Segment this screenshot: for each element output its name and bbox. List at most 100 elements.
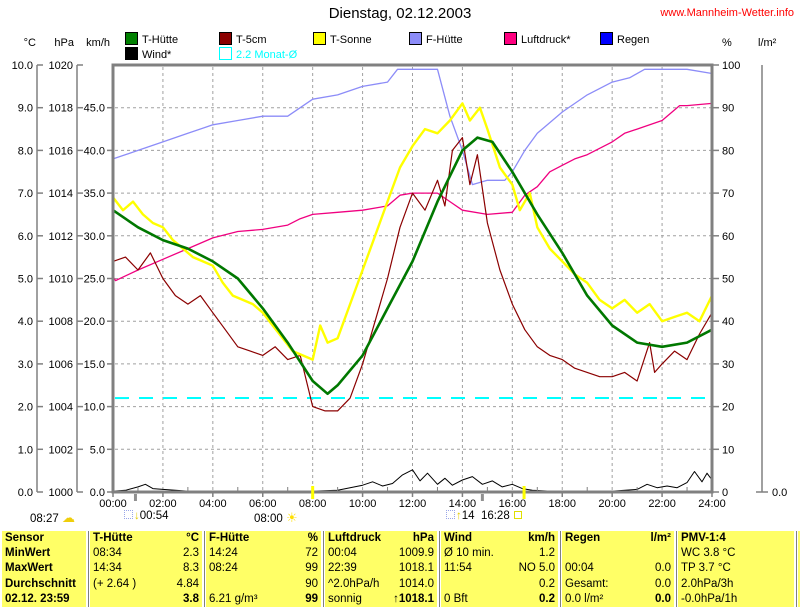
legend-label: Regen	[617, 34, 650, 46]
x-tick-label: 10:00	[349, 498, 377, 510]
x-tick-label: 12:00	[399, 498, 427, 510]
legend-item-luftdruck-: Luftdruck*	[504, 32, 571, 46]
percent-tick-label: 70	[722, 188, 734, 200]
celsius-tick-label: 1.0	[18, 444, 33, 456]
table-row: -0.0hPa/1h	[678, 592, 794, 607]
table-cell: 6.21 g/m³	[209, 592, 258, 605]
table-cell: 4.84	[176, 577, 199, 590]
table-cell: 0.0	[655, 577, 671, 590]
table-cell: 00:04	[565, 562, 594, 575]
legend-swatch-icon	[219, 32, 232, 45]
table-row: PMV-1:4	[678, 531, 794, 546]
hpa-tick-label: 1018	[49, 103, 73, 115]
series-luftdruck	[112, 102, 713, 282]
celsius-tick-label: 9.0	[18, 103, 33, 115]
legend-item-2-2-monat-: 2.2 Monat-Ø	[219, 47, 298, 61]
table-cell: 72	[305, 547, 318, 560]
legend-label: T-5cm	[236, 34, 267, 46]
table-separator	[794, 531, 798, 607]
table-row: Durchschnitt	[2, 577, 86, 592]
celsius-tick-label: 10.0	[12, 60, 33, 72]
celsius-tick-label: 2.0	[18, 402, 33, 414]
table-row: ^2.0hPa/h 1014.0	[325, 577, 437, 592]
table-cell: Wind	[444, 532, 472, 544]
kmh-tick-label: 40.0	[84, 145, 105, 157]
percent-tick-label: 30	[722, 359, 734, 371]
legend-item-t-h-tte: T-Hütte	[125, 32, 178, 46]
table-row: 02.12. 23:59	[2, 592, 86, 607]
table-row: 00:04 0.0	[562, 561, 674, 576]
kmh-tick-label: 5.0	[90, 444, 105, 456]
axis-unit-celsius: °C	[23, 37, 36, 49]
table-row: Wind km/h	[441, 531, 558, 546]
table-separator	[321, 531, 325, 607]
x-tick-label: 16:00	[499, 498, 527, 510]
table-row: TP 3.7 °C	[678, 561, 794, 576]
kmh-tick-label: 25.0	[84, 274, 105, 286]
series-thuette	[111, 136, 714, 396]
hpa-tick-label: 1006	[49, 359, 73, 371]
kmh-tick-label: 15.0	[84, 359, 105, 371]
hpa-tick-label: 1012	[49, 231, 73, 243]
table-row: 11:54 NO 5.0	[441, 561, 558, 576]
table-cell: 3.8	[183, 592, 199, 605]
table-cell: 0.0	[655, 592, 671, 605]
table-row: MaxWert	[2, 561, 86, 576]
legend-swatch-icon	[125, 32, 138, 45]
table-row: Ø 10 min. 1.2	[441, 546, 558, 561]
table-cell: 1014.0	[398, 577, 434, 590]
hpa-tick-label: 1002	[49, 444, 73, 456]
percent-tick-label: 80	[722, 145, 734, 157]
celsius-tick-label: 0.0	[18, 487, 33, 499]
series-t5cm	[112, 137, 713, 412]
table-cell: NO 5.0	[518, 562, 555, 575]
table-cell: 2.0hPa/3h	[681, 577, 734, 590]
generated-time-label: 08:27	[30, 513, 59, 525]
table-cell: Durchschnitt	[5, 577, 76, 590]
axis-unit-percent: %	[722, 37, 732, 49]
table-cell: MinWert	[5, 547, 51, 560]
moon-below-horizon-icon	[124, 510, 133, 519]
table-cell: Gesamt:	[565, 577, 609, 590]
legend-item-t-5cm: T-5cm	[219, 32, 267, 46]
table-cell: 1018.1	[398, 562, 434, 575]
table-cell: hPa	[412, 532, 434, 544]
celsius-tick-label: 3.0	[18, 359, 33, 371]
table-cell: 08:24	[209, 562, 238, 575]
moonset-arrow-icon: ↓	[134, 510, 140, 522]
legend-swatch-icon	[504, 32, 517, 45]
legend-swatch-icon	[600, 32, 613, 45]
x-tick-label: 22:00	[648, 498, 676, 510]
hpa-tick-label: 1000	[49, 487, 73, 499]
hpa-tick-label: 1010	[49, 274, 73, 286]
table-cell: PMV-1:4	[681, 532, 726, 544]
moonrise-time: 14	[461, 510, 475, 522]
table-row: WC 3.8 °C	[678, 546, 794, 561]
table-separator	[674, 531, 678, 607]
table-column-t-h-tte: T-Hütte °C 08:34 2.3 14:34 8.3 (+ 2.64 ) 4.84 3.…	[90, 531, 202, 607]
legend-label: Wind*	[142, 49, 172, 61]
table-row: (+ 2.64 ) 4.84	[90, 577, 202, 592]
table-cell: Sensor	[5, 532, 44, 544]
table-cell: 14:34	[93, 562, 122, 575]
table-cell: 08:34	[93, 547, 122, 560]
axis-unit-hpa: hPa	[54, 37, 74, 49]
site-link[interactable]: www.Mannheim-Wetter.info	[660, 7, 794, 19]
percent-tick-label: 100	[722, 60, 740, 72]
legend-item-f-h-tte: F-Hütte	[409, 32, 463, 46]
kmh-tick-label: 45.0	[84, 103, 105, 115]
percent-tick-label: 60	[722, 231, 734, 243]
x-tick-label: 24:00	[698, 498, 726, 510]
table-row: 08:34 2.3	[90, 546, 202, 561]
legend-label: 2.2 Monat-Ø	[236, 49, 298, 61]
percent-tick-label: 10	[722, 444, 734, 456]
legend-label: T-Sonne	[330, 34, 372, 46]
annotation-generated-time: 08:27 ☁	[30, 510, 75, 526]
hpa-tick-label: 1020	[49, 60, 73, 72]
celsius-tick-label: 4.0	[18, 316, 33, 328]
percent-tick-label: 50	[722, 274, 734, 286]
table-cell: 11:54	[444, 562, 472, 575]
table-row: 90	[206, 577, 321, 592]
x-tick-label: 06:00	[249, 498, 277, 510]
table-cell: 99	[305, 592, 318, 605]
